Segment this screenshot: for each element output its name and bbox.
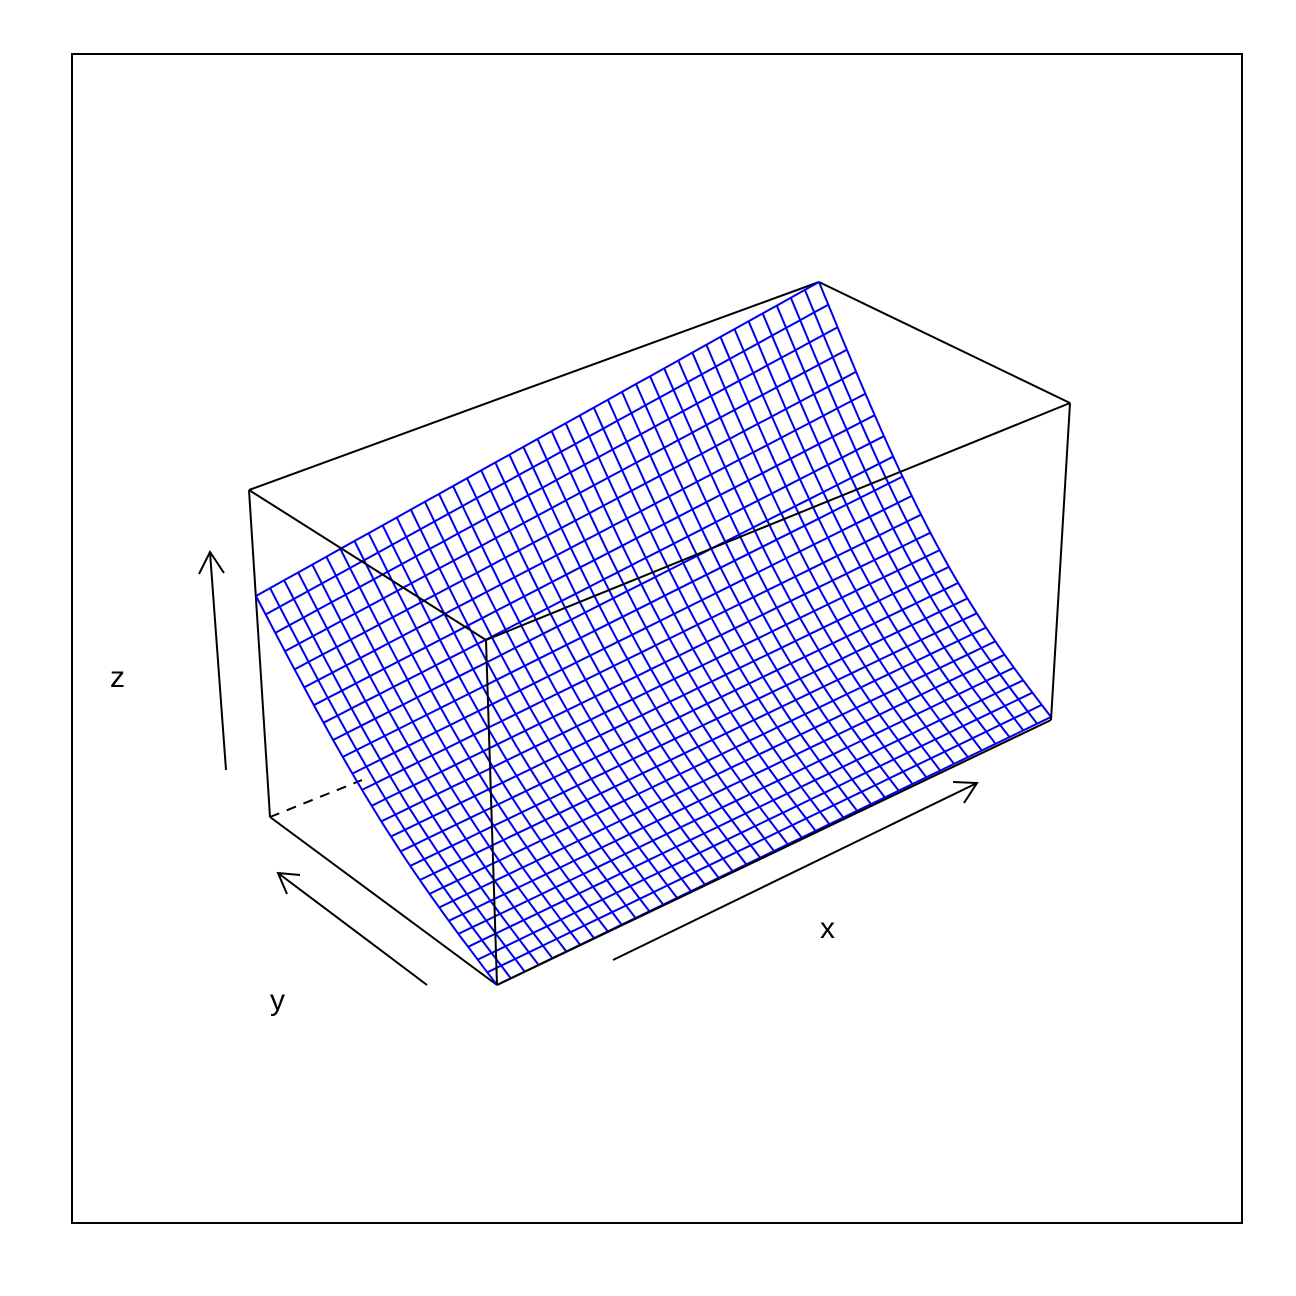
mesh-line-x	[761, 313, 997, 745]
mesh-line-x	[480, 469, 720, 879]
mesh-line-y	[371, 531, 931, 807]
mesh-line-x	[663, 368, 900, 792]
mesh-line-y	[400, 582, 959, 853]
mesh-line-x	[395, 517, 637, 919]
mesh-line-y	[255, 281, 820, 597]
box-edge-hidden-bottom	[269, 779, 363, 818]
mesh-line-x	[297, 572, 540, 966]
z-axis-label: z	[110, 661, 125, 694]
box-edge-left-vertical	[248, 489, 271, 818]
box-edge-back-top-left	[248, 281, 820, 491]
box-edge-top-front-left	[248, 489, 487, 641]
box-front-edges	[248, 402, 1071, 986]
mesh-line-y	[448, 653, 1006, 922]
box-edge-right-vertical	[1050, 402, 1071, 721]
mesh-line-x	[691, 352, 928, 778]
mesh-line-y	[342, 475, 903, 758]
mesh-line-y	[467, 679, 1024, 948]
x-axis-label: x	[820, 912, 835, 945]
mesh-line-x	[733, 328, 969, 758]
mesh-line-x	[494, 462, 734, 872]
mesh-line-y	[313, 414, 876, 707]
mesh-line-y	[486, 704, 1043, 974]
box-back-edges	[248, 281, 1071, 986]
mesh-line-x	[381, 524, 623, 926]
y-axis-arrow	[276, 871, 428, 986]
mesh-line-x	[424, 501, 664, 906]
mesh-line-x	[775, 305, 1011, 738]
mesh-line-y	[294, 370, 857, 671]
mesh-line-x	[409, 509, 651, 912]
mesh-line-x	[452, 485, 692, 892]
mesh-line-x	[621, 391, 858, 812]
mesh-line-y	[332, 455, 894, 741]
x-axis-arrow	[612, 781, 979, 961]
mesh-line-x	[803, 289, 1038, 725]
mesh-line-x	[536, 438, 775, 852]
mesh-line-x	[550, 430, 789, 845]
mesh-line-x	[522, 446, 761, 859]
box-edge-front-vertical	[485, 639, 498, 986]
mesh-line-x	[508, 454, 748, 866]
mesh-line-x	[578, 415, 817, 832]
plot-frame	[71, 53, 1243, 1224]
mesh-line-y	[429, 626, 987, 895]
mesh-line-x	[325, 556, 568, 953]
mesh-line-y	[351, 495, 913, 775]
mesh-line-y	[323, 435, 885, 724]
mesh-line-x	[283, 579, 526, 973]
mesh-line-x	[606, 399, 845, 819]
mesh-line-x	[339, 548, 581, 946]
mesh-line-x	[719, 336, 955, 765]
box-edge-top-front-right	[485, 402, 1071, 641]
mesh-line-y	[419, 612, 978, 881]
mesh-line-x	[255, 595, 498, 986]
box-edge-bottom-front	[496, 719, 1052, 986]
mesh-line-y	[303, 392, 866, 689]
z-axis-arrow	[198, 550, 227, 771]
mesh-line-x	[438, 493, 678, 899]
mesh-line-x	[649, 375, 886, 799]
mesh-line-x	[635, 383, 872, 805]
mesh-line-x	[466, 477, 706, 886]
mesh-line-x	[677, 360, 914, 785]
mesh-line-x	[269, 587, 512, 979]
mesh-line-x	[564, 422, 803, 839]
box-edge-bottom-left	[269, 816, 498, 986]
mesh-line-y	[361, 513, 922, 791]
surface-mesh	[255, 281, 1052, 986]
box-edge-back-top-right	[818, 281, 1071, 404]
mesh-line-x	[789, 297, 1025, 732]
mesh-line-y	[284, 348, 848, 653]
mesh-line-x	[367, 532, 609, 933]
mesh-line-y	[265, 303, 829, 616]
y-axis-label: y	[270, 984, 285, 1017]
mesh-line-x	[818, 281, 1052, 718]
axis-arrows	[198, 550, 979, 986]
mesh-line-y	[409, 597, 968, 867]
mesh-line-y	[457, 666, 1015, 935]
mesh-line-y	[380, 549, 941, 823]
mesh-line-x	[353, 540, 595, 939]
mesh-line-x	[311, 564, 554, 959]
mesh-line-x	[705, 344, 941, 772]
mesh-line-x	[747, 320, 983, 752]
mesh-line-y	[274, 326, 839, 634]
mesh-line-y	[477, 691, 1033, 961]
mesh-line-y	[390, 565, 950, 838]
mesh-line-y	[438, 640, 996, 909]
mesh-line-x	[592, 407, 831, 825]
